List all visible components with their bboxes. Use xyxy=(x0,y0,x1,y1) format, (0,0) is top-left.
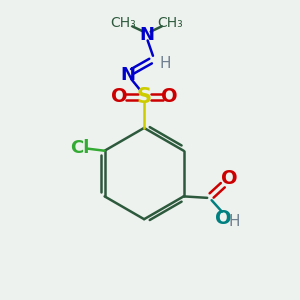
Text: O: O xyxy=(221,169,238,188)
Text: CH₃: CH₃ xyxy=(158,16,184,29)
Text: H: H xyxy=(160,56,171,70)
Text: O: O xyxy=(111,88,128,106)
Text: N: N xyxy=(140,26,154,44)
Text: O: O xyxy=(215,209,232,228)
Text: S: S xyxy=(136,87,152,107)
Text: N: N xyxy=(120,66,135,84)
Text: Cl: Cl xyxy=(70,139,89,157)
Text: O: O xyxy=(161,88,178,106)
Text: H: H xyxy=(229,214,240,229)
Text: CH₃: CH₃ xyxy=(111,16,136,29)
